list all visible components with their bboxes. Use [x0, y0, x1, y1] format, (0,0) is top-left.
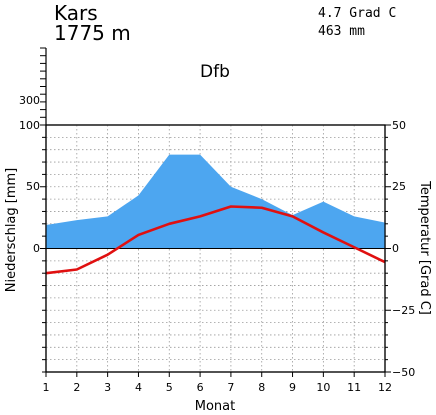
mean-temperature: 4.7 Grad C — [318, 6, 396, 21]
x-tick-label: 5 — [166, 381, 173, 394]
upper-tick-label: 300 — [19, 94, 40, 107]
left-tick-label: 50 — [26, 180, 40, 193]
left-axis-label: Niederschlag [mm] — [4, 168, 19, 293]
right-tick-label: 50 — [392, 119, 406, 132]
right-tick-label: −50 — [392, 366, 415, 379]
right-tick-label: −25 — [392, 304, 415, 317]
right-axis-label: Temperatur [Grad C] — [417, 180, 432, 315]
x-axis-label: Monat — [195, 399, 235, 414]
station-elevation: 1775 m — [54, 21, 131, 45]
x-tick-label: 11 — [347, 381, 361, 394]
climate-class: Dfb — [200, 62, 230, 82]
x-tick-label: 12 — [378, 381, 392, 394]
plot-border — [45, 124, 386, 373]
x-tick-label: 2 — [73, 381, 80, 394]
temperature-line — [45, 205, 386, 275]
left-tick-label: 0 — [33, 242, 40, 255]
x-tick-label: 9 — [289, 381, 296, 394]
x-tick-label: 7 — [227, 381, 234, 394]
x-tick-label: 1 — [43, 381, 50, 394]
x-tick-label: 8 — [258, 381, 265, 394]
right-tick-label: 25 — [392, 180, 406, 193]
left-tick-label: 100 — [19, 119, 40, 132]
x-tick-label: 10 — [316, 381, 330, 394]
precipitation-area — [46, 154, 385, 249]
x-tick-label: 6 — [197, 381, 204, 394]
annual-precipitation: 463 mm — [318, 24, 365, 39]
station-name: Kars — [54, 1, 98, 25]
x-tick-label: 4 — [135, 381, 142, 394]
x-tick-label: 3 — [104, 381, 111, 394]
right-tick-label: 0 — [392, 242, 399, 255]
